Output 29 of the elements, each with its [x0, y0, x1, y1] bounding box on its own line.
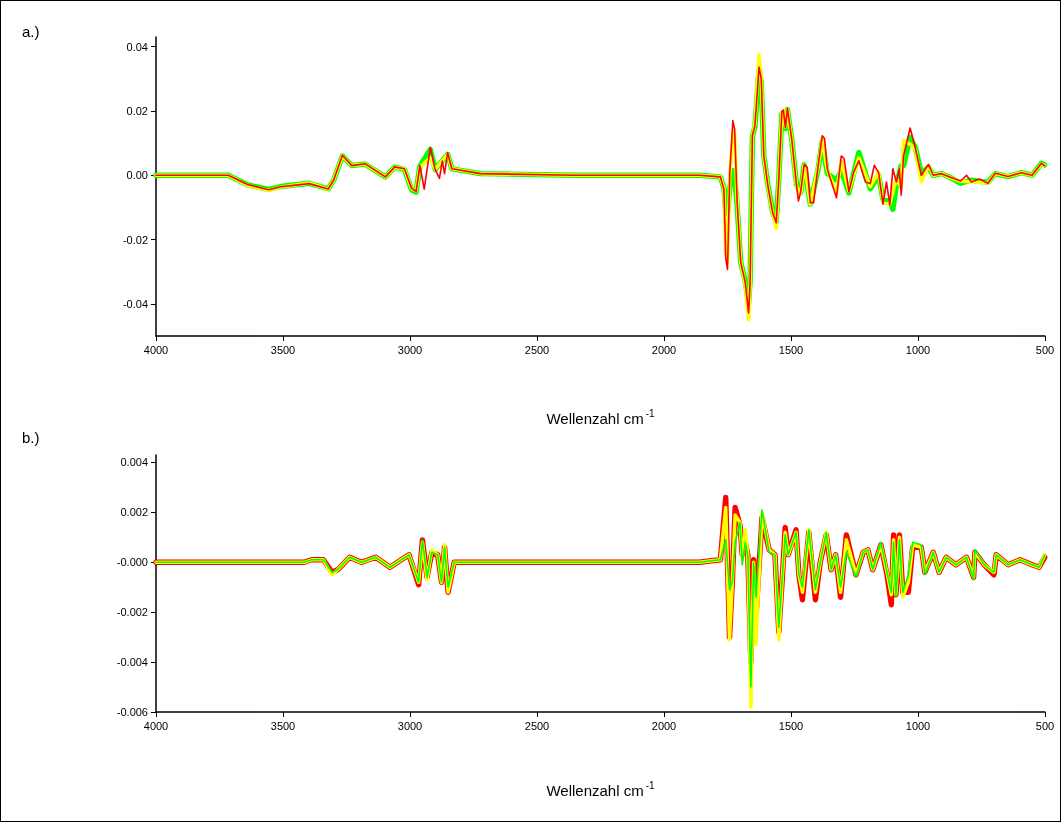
x-tick-label: 2500: [524, 719, 550, 732]
y-tick-label: 0.02: [126, 104, 148, 117]
x-tick-label: 3000: [397, 719, 423, 732]
text: b.): [22, 429, 40, 446]
x-tick-label: 2500: [524, 343, 550, 356]
x-tick-label: 500: [1035, 719, 1055, 732]
x-tick-label: 1500: [778, 719, 804, 732]
x-tick-label: 2000: [651, 719, 677, 732]
x-tick-label: 2000: [651, 343, 677, 356]
y-tick-label: 0.04: [126, 40, 148, 53]
x-tick-label: 3500: [270, 343, 296, 356]
y-tick-label: 0.002: [120, 506, 148, 519]
y-tick-label: -0.02: [122, 233, 148, 246]
y-tick-label: 0.004: [120, 456, 148, 469]
y-tick-label: -0.004: [116, 656, 148, 669]
y-tick-label: -0.006: [116, 706, 148, 718]
text: a.): [22, 23, 40, 40]
x-tick-label: 1500: [778, 343, 804, 356]
x-tick-label: 3000: [397, 343, 423, 356]
x-tick-label: 1000: [905, 343, 931, 356]
y-tick-label: -0.000: [116, 556, 148, 569]
x-tick-label: 4000: [143, 719, 169, 732]
x-tick-label: 4000: [143, 343, 169, 356]
x-tick-label: 3500: [270, 719, 296, 732]
x-tick-label: 500: [1035, 343, 1055, 356]
x-tick-label: 1000: [905, 719, 931, 732]
y-tick-label: 0.00: [126, 169, 148, 182]
y-tick-label: -0.04: [122, 297, 148, 310]
y-tick-label: -0.002: [116, 606, 148, 619]
